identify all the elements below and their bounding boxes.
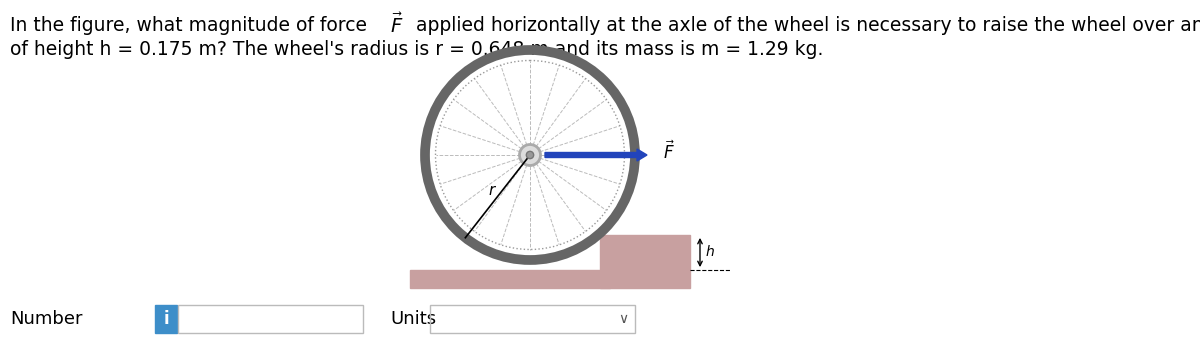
- Text: $\vec{F}$: $\vec{F}$: [390, 13, 403, 37]
- Text: Number: Number: [10, 310, 83, 328]
- Bar: [430, 305, 635, 333]
- Bar: [410, 270, 610, 288]
- Bar: [155, 305, 178, 333]
- Text: applied horizontally at the axle of the wheel is necessary to raise the wheel ov: applied horizontally at the axle of the …: [416, 16, 1200, 35]
- Text: r: r: [488, 183, 494, 198]
- Circle shape: [527, 151, 534, 159]
- Bar: [178, 305, 364, 333]
- Text: ∨: ∨: [618, 312, 628, 326]
- Text: Units: Units: [390, 310, 436, 328]
- Text: of height h = 0.175 m? The wheel's radius is r = 0.648 m and its mass is m = 1.2: of height h = 0.175 m? The wheel's radiu…: [10, 40, 823, 59]
- Text: In the figure, what magnitude of force: In the figure, what magnitude of force: [10, 16, 367, 35]
- Bar: [600, 235, 690, 288]
- Text: i: i: [163, 310, 169, 328]
- Circle shape: [520, 144, 540, 166]
- Text: $\vec{F}$: $\vec{F}$: [662, 141, 674, 163]
- Text: h: h: [706, 245, 715, 259]
- FancyArrow shape: [545, 149, 647, 161]
